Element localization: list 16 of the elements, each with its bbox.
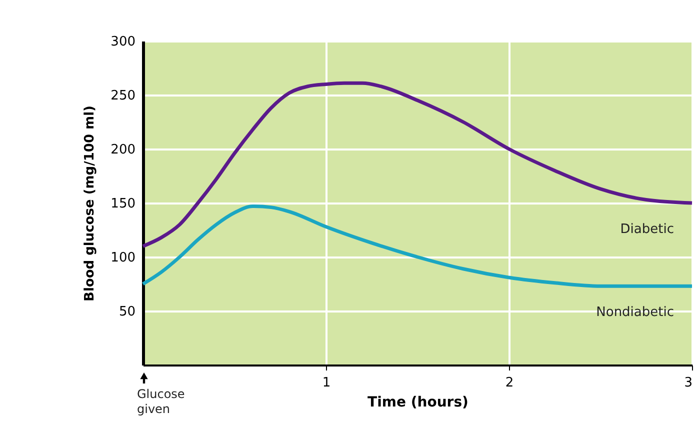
- x-tick-label: 2: [505, 376, 514, 390]
- y-tick-label: 50: [118, 304, 136, 320]
- series-label: Diabetic: [620, 222, 674, 237]
- series-label: Nondiabetic: [596, 305, 674, 320]
- x-axis-title: Time (hours): [368, 394, 468, 410]
- x-tick-label: 1: [322, 376, 331, 390]
- x-tick-label: 3: [684, 376, 692, 390]
- y-tick-label: 200: [110, 142, 136, 158]
- line-series: [141, 204, 694, 288]
- y-tick-label: 150: [110, 196, 136, 212]
- line-series: [141, 81, 694, 248]
- y-tick-label: 100: [110, 250, 136, 266]
- y-axis-title: Blood glucose (mg/100 ml): [82, 106, 98, 302]
- y-tick-label: 250: [110, 88, 136, 104]
- text: Glucose given: [137, 387, 185, 416]
- y-tick-label: 300: [110, 34, 136, 50]
